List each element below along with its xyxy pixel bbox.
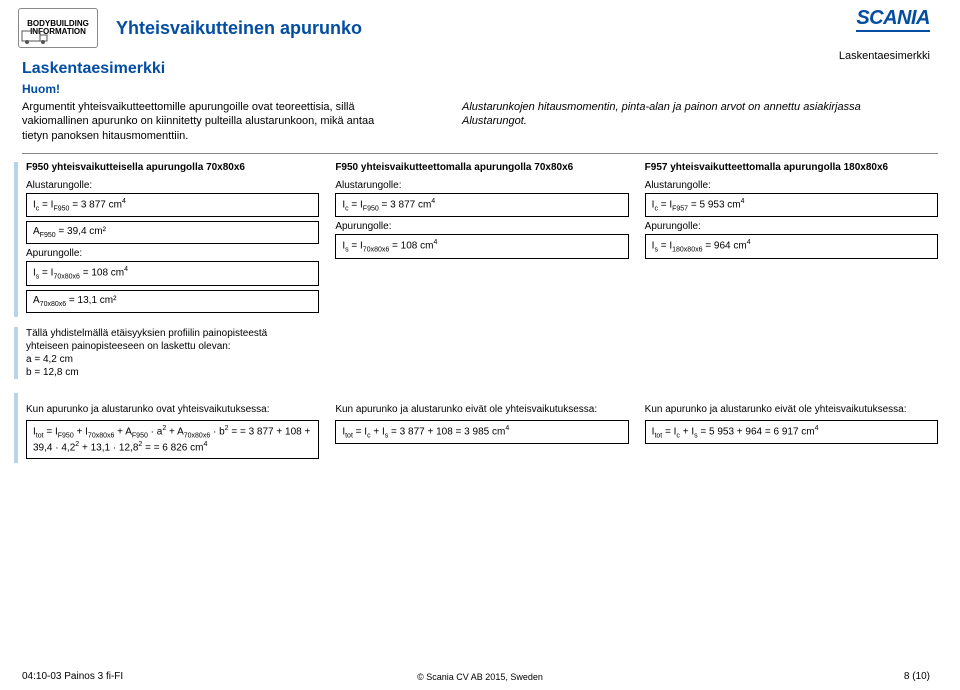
fcol3-formula: Itot = Ic + Is = 5 953 + 964 = 6 917 cm4 [645,420,938,444]
note-a: a = 4,2 cm [26,353,306,366]
result-col-3: Kun apurunko ja alustarunko eivät ole yh… [645,403,938,463]
col2-alusta-label: Alustarungolle: [335,180,628,191]
fcol2-formula: Itot = Ic + Is = 3 877 + 108 = 3 985 cm4 [335,420,628,444]
col1-as: A70x80x6 = 13,1 cm² [26,290,319,313]
top-right-label: Laskentaesimerkki [839,50,930,62]
col1-is: Is = I70x80x6 = 108 cm4 [26,261,319,285]
fcol1-label: Kun apurunko ja alustarunko ovat yhteisv… [26,403,319,416]
data-columns: F950 yhteisvaikutteisella apurungolla 70… [26,162,960,317]
col2-ic: Ic = IF950 = 3 877 cm4 [335,193,628,217]
intro-right: Alustarunkojen hitausmomentin, pinta-ala… [462,100,882,143]
intro-row: Argumentit yhteisvaikutteettomille apuru… [0,100,960,143]
result-col-1: Kun apurunko ja alustarunko ovat yhteisv… [26,403,319,463]
col2-heading: F950 yhteisvaikutteettomalla apurungolla… [335,162,628,174]
col2-is: Is = I70x80x6 = 108 cm4 [335,234,628,258]
result-col-2: Kun apurunko ja alustarunko eivät ole yh… [335,403,628,463]
col3-ic: Ic = IF957 = 5 953 cm4 [645,193,938,217]
combination-note: Tällä yhdistelmällä etäisyyksien profiil… [26,327,306,379]
attention-label: Huom! [22,82,960,96]
column-1: F950 yhteisvaikutteisella apurungolla 70… [26,162,319,317]
bodybuilding-logo: BODYBUILDING INFORMATION [18,8,98,48]
truck-icon [21,27,49,45]
page-header: BODYBUILDING INFORMATION Yhteisvaikuttei… [0,0,960,52]
col3-heading: F957 yhteisvaikutteettomalla apurungolla… [645,162,938,174]
column-3: F957 yhteisvaikutteettomalla apurungolla… [645,162,938,317]
column-2: F950 yhteisvaikutteettomalla apurungolla… [335,162,628,317]
change-bar [14,162,18,317]
col3-apu-label: Apurungolle: [645,221,938,232]
col1-ic: Ic = IF950 = 3 877 cm4 [26,193,319,217]
section-title: Laskentaesimerkki [22,60,960,78]
result-columns: Kun apurunko ja alustarunko ovat yhteisv… [26,403,960,463]
col1-heading: F950 yhteisvaikutteisella apurungolla 70… [26,162,319,174]
change-bar [14,393,18,463]
note-b: b = 12,8 cm [26,366,306,379]
col3-is: Is = I180x80x6 = 964 cm4 [645,234,938,258]
scania-logo: SCANIA [856,8,930,32]
fcol1-formula: Itot = IF950 + I70x80x6 + AF950 · a2 + A… [26,420,319,459]
note-para: Tällä yhdistelmällä etäisyyksien profiil… [26,327,306,353]
intro-left: Argumentit yhteisvaikutteettomille apuru… [22,100,382,143]
fcol2-label: Kun apurunko ja alustarunko eivät ole yh… [335,403,628,416]
copyright: © Scania CV AB 2015, Sweden [0,672,960,682]
col1-apu-label: Apurungolle: [26,248,319,259]
col1-a: AF950 = 39,4 cm² [26,221,319,244]
col3-alusta-label: Alustarungolle: [645,180,938,191]
divider [22,153,938,154]
fcol3-label: Kun apurunko ja alustarunko eivät ole yh… [645,403,938,416]
col1-alusta-label: Alustarungolle: [26,180,319,191]
change-bar [14,327,18,379]
col2-apu-label: Apurungolle: [335,221,628,232]
document-title: Yhteisvaikutteinen apurunko [116,18,362,39]
